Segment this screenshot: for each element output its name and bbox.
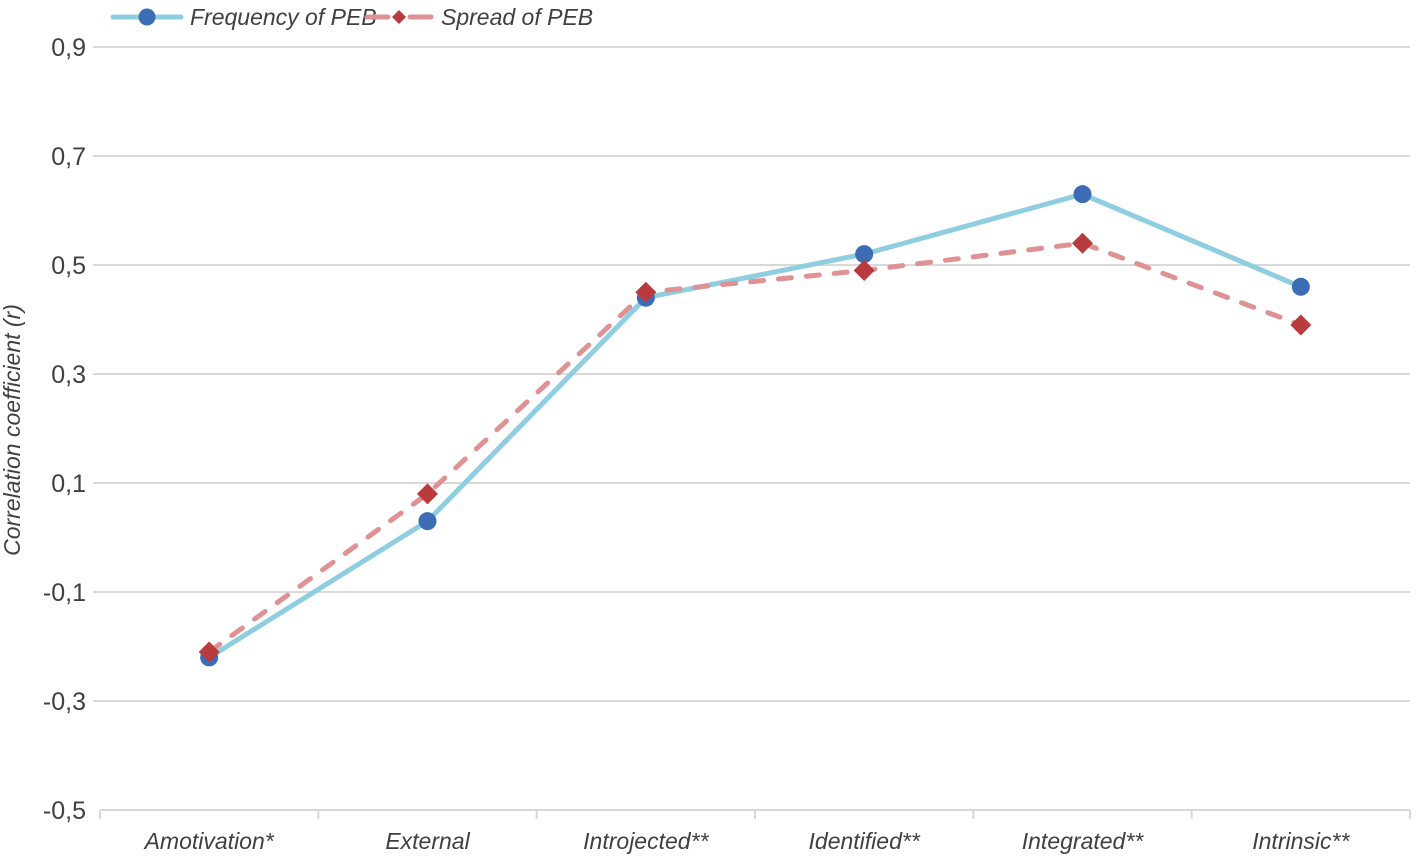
x-category-labels: Amotivation* External Introjected** Identif… — [143, 828, 1351, 854]
y-axis-title: Correlation coefficient (r) — [0, 304, 25, 556]
legend-label: Spread of PEB — [441, 4, 593, 30]
x-category-label: Introjected** — [583, 828, 709, 854]
data-point-markers — [198, 185, 1312, 667]
marker-diamond — [635, 281, 657, 303]
y-tick-label: -0,5 — [43, 797, 86, 825]
gridlines — [93, 46, 1410, 702]
y-axis-tick-labels: 0,9 0,7 0,5 0,3 0,1 -0,1 -0,3 -0,5 — [43, 34, 86, 825]
series-line-spread-of-peb — [206, 240, 1304, 655]
x-category-label: Amotivation* — [143, 828, 275, 854]
x-category-label: Identified** — [809, 828, 921, 854]
y-tick-label: 0,7 — [51, 143, 86, 171]
legend-circle-marker-icon — [138, 8, 156, 26]
y-tick-label: -0,3 — [43, 688, 86, 716]
marker-circle — [418, 512, 437, 531]
series-line-frequency-of-peb — [206, 191, 1304, 660]
legend-label: Frequency of PEB — [190, 4, 377, 30]
marker-circle — [1291, 277, 1310, 296]
x-category-label: Intrinsic** — [1252, 828, 1350, 854]
y-tick-label: 0,3 — [51, 361, 86, 389]
marker-diamond — [1072, 232, 1093, 254]
marker-diamond — [198, 641, 220, 663]
y-tick-label: -0,1 — [43, 579, 86, 607]
marker-diamond — [853, 259, 875, 281]
y-tick-label: 0,9 — [51, 34, 86, 62]
legend-item-spread-of-peb: Spread of PEB — [364, 4, 593, 30]
legend: Frequency of PEB Spread of PEB — [110, 4, 593, 30]
x-category-label: External — [385, 828, 470, 854]
x-axis — [99, 809, 1411, 819]
legend-item-frequency-of-peb: Frequency of PEB — [110, 4, 377, 30]
legend-diamond-marker-icon — [392, 10, 406, 24]
marker-diamond — [417, 483, 438, 505]
marker-circle — [1073, 185, 1092, 204]
marker-diamond — [1290, 314, 1312, 336]
series-lines — [206, 191, 1304, 660]
y-tick-label: 0,1 — [51, 470, 86, 498]
x-category-label: Integrated** — [1022, 828, 1145, 854]
marker-circle — [855, 245, 874, 264]
y-tick-label: 0,5 — [51, 252, 86, 280]
